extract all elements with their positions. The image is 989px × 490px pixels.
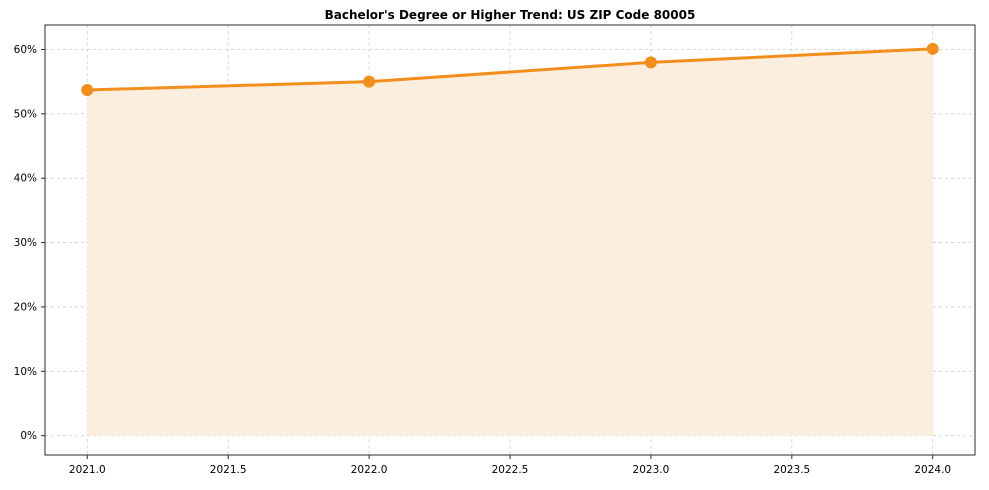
series-marker	[644, 56, 657, 69]
series-marker	[926, 42, 939, 55]
x-tick-label: 2021.5	[210, 464, 247, 476]
y-tick-label: 20%	[14, 301, 37, 313]
y-tick-label: 60%	[14, 44, 37, 56]
y-tick-label: 50%	[14, 108, 37, 120]
y-tick-label: 30%	[14, 237, 37, 249]
x-tick-label: 2023.0	[633, 464, 670, 476]
series-area-fill	[87, 48, 933, 436]
x-tick-label: 2024.0	[914, 464, 951, 476]
x-tick-label: 2023.5	[773, 464, 810, 476]
x-tick-label: 2021.0	[69, 464, 106, 476]
series-line	[85, 47, 935, 92]
x-tick-label: 2022.0	[351, 464, 388, 476]
y-tick-label: 40%	[14, 173, 37, 185]
series-marker	[363, 75, 376, 88]
x-tick-label: 2022.5	[492, 464, 529, 476]
series-marker	[81, 84, 94, 97]
y-tick-label: 0%	[20, 430, 37, 442]
chart-title: Bachelor's Degree or Higher Trend: US ZI…	[324, 8, 696, 22]
y-tick-label: 10%	[14, 366, 37, 378]
